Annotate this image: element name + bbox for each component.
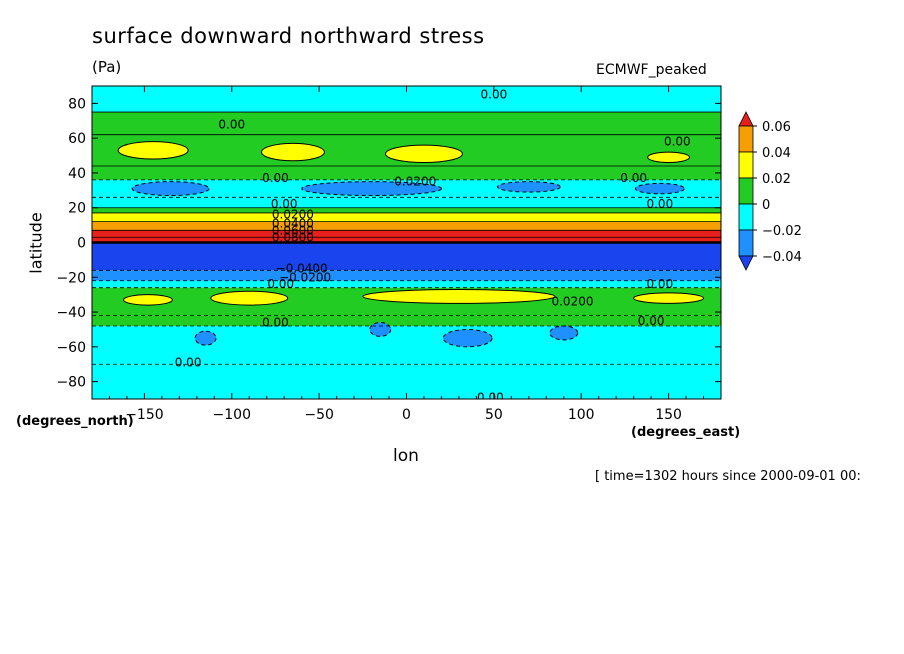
contour-label: 0.00 [267,277,294,291]
contour-label: 0.00 [262,315,289,329]
contour-label: 0.0200 [394,175,436,189]
legend-label: 0.06 [762,120,791,135]
legend-swatch [738,177,754,205]
contour-band [92,315,721,326]
contour-band [92,237,721,243]
positive-patch [210,290,289,306]
contour-label: 0.00 [646,197,673,211]
contour-band [92,212,721,222]
legend-label: −0.02 [762,224,802,239]
contour-label: 0.0800 [272,230,314,244]
legend-label: 0.02 [762,172,791,187]
x-tick-label: −100 [213,407,251,423]
model-name: ECMWF_peaked [596,62,707,78]
contour-label: 0.00 [646,277,673,291]
x-axis-label: lon [393,446,419,466]
y-tick-label: −80 [56,375,86,391]
legend-arrow-top [738,111,754,127]
legend-label: 0.04 [762,146,791,161]
color-legend: 0.06 0.04 0.02 0 −0.02 −0.04 [738,111,802,271]
contour-band [92,112,721,135]
x-tick-label: 100 [568,407,595,423]
contour-label: 0.00 [271,197,298,211]
x-axis-units: (degrees_east) [631,425,741,440]
negative-patch [634,182,685,195]
positive-patch [117,141,189,160]
negative-patch [369,321,392,337]
negative-patch [194,330,217,346]
chart-title: surface downward northward stress [92,24,485,48]
contour-band [92,242,721,271]
positive-patch [647,151,691,164]
contour-label: 0.00 [638,314,665,328]
contour-label: 0.00 [664,135,691,149]
contour-band [92,221,721,231]
contour-label: 0.0600 [272,223,314,237]
legend-swatch [738,229,754,257]
positive-patch [362,288,556,304]
time-info: [ time=1302 hours since 2000-09-01 00: [595,469,861,484]
positive-patch [260,142,325,162]
contour-band [92,230,721,238]
contour-label-layer: 0.000.000.000.00 0.0200 0.000.000.000.0200… [175,88,691,404]
x-tick-label: 50 [485,407,503,423]
contour-label: 0.00 [262,171,289,185]
contour-line-layer [92,86,721,365]
contour-band [92,280,721,288]
y-tick-label: −60 [56,340,86,356]
contour-band [92,270,721,281]
negative-patch [301,181,442,197]
negative-patch [131,181,210,197]
x-tick-label: −50 [304,407,334,423]
contour-label: 0.00 [175,355,202,369]
contour-label: 0.0400 [272,216,314,230]
legend-swatch [738,125,754,153]
contour-label: 0.00 [481,88,508,102]
contour-band [92,165,721,180]
y-axis-units: (degrees_north) [16,414,134,429]
x-tick-label: 150 [655,407,682,423]
contour-label: 0.00 [620,171,647,185]
contour-label: −0.0400 [276,262,328,276]
positive-patch [385,144,463,164]
negative-patch [442,328,493,348]
legend-arrow-bottom [738,255,754,271]
contour-band [92,207,721,213]
axis-layer: −150 −100 −50 0 50 100 150 80 60 40 20 0 −20 −40 −60 −8… [56,86,721,423]
negative-patch [496,181,561,193]
contour-band [92,325,721,365]
y-tick-label: 80 [68,96,86,112]
legend-label: −0.04 [762,250,802,265]
y-tick-label: −20 [56,270,86,286]
legend-swatch [738,203,754,231]
y-tick-label: −40 [56,305,86,321]
legend-swatch [738,151,754,179]
x-tick-label: 0 [402,407,411,423]
contour-label: 0.00 [477,390,504,404]
contour-label: −0.0200 [279,270,331,284]
y-tick-label: 20 [68,201,86,217]
y-tick-label: 40 [68,166,86,182]
positive-patch [122,294,173,306]
contour-label: 0.00 [218,117,245,131]
positive-patch [633,292,705,304]
negative-patch [549,325,579,341]
y-tick-label: 0 [77,236,86,252]
chart-units: (Pa) [92,58,122,76]
contour-label: 0.0200 [272,208,314,222]
x-tick-label: −150 [125,407,163,423]
legend-label: 0 [762,198,770,213]
contour-label: 0.0200 [551,295,593,309]
contour-band [92,197,721,208]
y-tick-label: 60 [68,131,86,147]
